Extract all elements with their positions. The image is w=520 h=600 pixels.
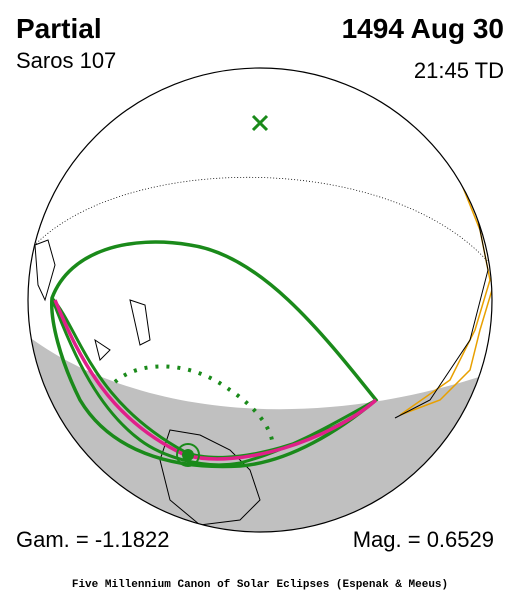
greatest-eclipse xyxy=(182,449,194,461)
landmass xyxy=(34,239,261,526)
globe-outline xyxy=(27,67,493,533)
subsolar-point xyxy=(251,114,269,132)
eclipse-type: Partial xyxy=(16,13,102,44)
night-region xyxy=(28,330,492,532)
credit: Five Millennium Canon of Solar Eclipses … xyxy=(72,579,448,591)
eclipse-limit-inner xyxy=(50,297,377,467)
greatest-eclipse-ring xyxy=(176,443,200,467)
time: 21:45 TD xyxy=(414,58,504,83)
saros: Saros 107 xyxy=(16,48,116,73)
eclipse-date: 1494 Aug 30 xyxy=(342,13,504,44)
magnitude: Mag. = 0.6529 xyxy=(353,527,494,552)
gamma: Gam. = -1.1822 xyxy=(16,527,169,552)
